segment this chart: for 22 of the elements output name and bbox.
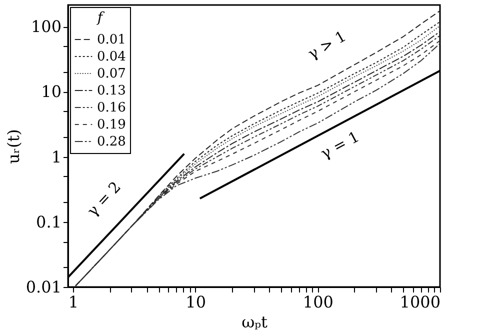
legend-label: 0.04 (97, 50, 126, 64)
legend-label: 0.01 (97, 32, 126, 48)
x-tick-label: 1 (68, 292, 79, 312)
y-tick-label: 10 (41, 82, 62, 102)
annotation: γ = 1 (318, 128, 362, 162)
legend-label: 0.07 (97, 66, 126, 82)
annotation: γ > 1 (304, 27, 350, 63)
x-tick-label: 1000 (400, 292, 440, 312)
x-tick-label: 10 (186, 292, 206, 312)
legend-label: 0.19 (97, 118, 126, 132)
legend-label: 0.16 (97, 100, 126, 116)
x-axis-title: ωₚt (242, 312, 268, 331)
x-tick-label: 100 (302, 292, 334, 312)
y-tick-label: 0.1 (36, 212, 62, 232)
y-tick-label: 0.01 (26, 278, 62, 296)
legend-label: 0.13 (97, 84, 126, 98)
y-axis-title: uᵣ(t) (4, 129, 23, 164)
annotation: γ = 2 (84, 178, 124, 220)
legend-title: f (96, 10, 106, 26)
legend-label: 0.28 (97, 134, 126, 150)
y-tick-label: 100 (30, 17, 62, 36)
y-tick-label: 1 (51, 147, 62, 166)
